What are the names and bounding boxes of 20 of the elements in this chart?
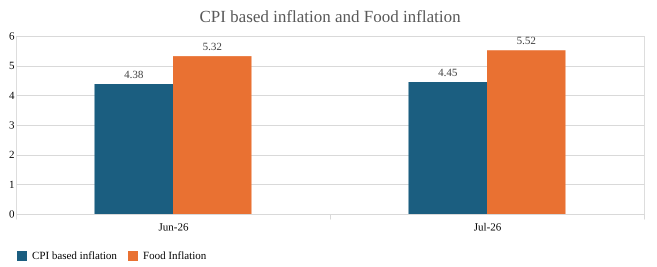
bar <box>94 84 173 214</box>
x-tick-label: Jul-26 <box>474 222 502 234</box>
chart-title: CPI based inflation and Food inflation <box>199 7 462 26</box>
data-label: 4.38 <box>124 69 144 82</box>
y-tick-label: 0 <box>9 208 15 220</box>
bar <box>173 56 252 214</box>
data-label: 5.32 <box>202 41 222 54</box>
data-label: 4.45 <box>438 66 458 79</box>
x-tick-label: Jun-26 <box>158 222 189 234</box>
legend-label: CPI based inflation <box>32 250 118 262</box>
bar <box>408 82 487 214</box>
legend-label: Food Inflation <box>143 250 207 262</box>
y-tick-label: 2 <box>9 149 14 162</box>
bar <box>487 50 566 214</box>
data-label: 5.52 <box>516 35 536 48</box>
y-tick-label: 5 <box>9 60 15 72</box>
y-tick-label: 3 <box>9 120 15 132</box>
y-tick-label: 6 <box>9 30 15 42</box>
y-tick-label: 4 <box>9 90 15 102</box>
y-tick-label: 1 <box>9 178 14 191</box>
